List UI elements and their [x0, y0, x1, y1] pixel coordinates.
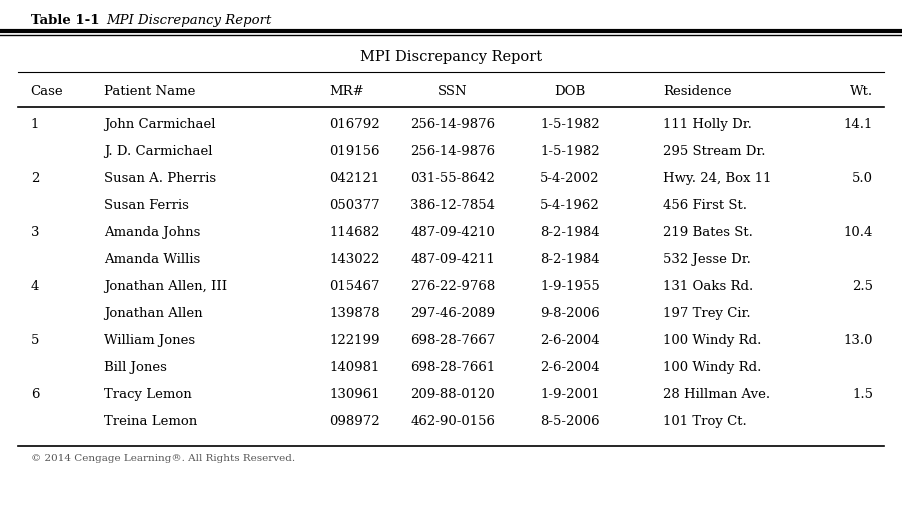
- Text: 698-28-7661: 698-28-7661: [410, 361, 495, 374]
- Text: 28 Hillman Ave.: 28 Hillman Ave.: [663, 388, 770, 401]
- Text: Residence: Residence: [663, 85, 732, 98]
- Text: 13.0: 13.0: [843, 334, 873, 347]
- Text: 2-6-2004: 2-6-2004: [540, 361, 600, 374]
- Text: 111 Holly Dr.: 111 Holly Dr.: [663, 118, 752, 131]
- Text: Amanda Willis: Amanda Willis: [104, 253, 200, 266]
- Text: 456 First St.: 456 First St.: [663, 199, 747, 212]
- Text: DOB: DOB: [555, 85, 585, 98]
- Text: MR#: MR#: [329, 85, 364, 98]
- Text: 140981: 140981: [329, 361, 380, 374]
- Text: 532 Jesse Dr.: 532 Jesse Dr.: [663, 253, 750, 266]
- Text: 256-14-9876: 256-14-9876: [410, 118, 495, 131]
- Text: Amanda Johns: Amanda Johns: [104, 226, 200, 239]
- Text: © 2014 Cengage Learning®. All Rights Reserved.: © 2014 Cengage Learning®. All Rights Res…: [31, 454, 295, 463]
- Text: 8-2-1984: 8-2-1984: [540, 226, 600, 239]
- Text: 114682: 114682: [329, 226, 380, 239]
- Text: 050377: 050377: [329, 199, 380, 212]
- Text: 9-8-2006: 9-8-2006: [540, 307, 600, 320]
- Text: 019156: 019156: [329, 145, 380, 158]
- Text: 1-9-2001: 1-9-2001: [540, 388, 600, 401]
- Text: SSN: SSN: [438, 85, 467, 98]
- Text: 1: 1: [31, 118, 39, 131]
- Text: 197 Trey Cir.: 197 Trey Cir.: [663, 307, 750, 320]
- Text: 1.5: 1.5: [852, 388, 873, 401]
- Text: 015467: 015467: [329, 280, 380, 293]
- Text: Table 1-1: Table 1-1: [31, 14, 99, 27]
- Text: William Jones: William Jones: [104, 334, 195, 347]
- Text: Jonathan Allen: Jonathan Allen: [104, 307, 202, 320]
- Text: 256-14-9876: 256-14-9876: [410, 145, 495, 158]
- Text: 276-22-9768: 276-22-9768: [410, 280, 495, 293]
- Text: Bill Jones: Bill Jones: [104, 361, 167, 374]
- Text: Case: Case: [31, 85, 63, 98]
- Text: 130961: 130961: [329, 388, 380, 401]
- Text: MPI Discrepancy Report: MPI Discrepancy Report: [106, 14, 272, 27]
- Text: 2-6-2004: 2-6-2004: [540, 334, 600, 347]
- Text: 122199: 122199: [329, 334, 380, 347]
- Text: 3: 3: [31, 226, 39, 239]
- Text: 031-55-8642: 031-55-8642: [410, 172, 495, 185]
- Text: 2.5: 2.5: [852, 280, 873, 293]
- Text: 100 Windy Rd.: 100 Windy Rd.: [663, 361, 761, 374]
- Text: 5-4-2002: 5-4-2002: [540, 172, 600, 185]
- Text: 8-5-2006: 8-5-2006: [540, 415, 600, 428]
- Text: 4: 4: [31, 280, 39, 293]
- Text: 487-09-4210: 487-09-4210: [410, 226, 495, 239]
- Text: 101 Troy Ct.: 101 Troy Ct.: [663, 415, 747, 428]
- Text: 14.1: 14.1: [843, 118, 873, 131]
- Text: Treina Lemon: Treina Lemon: [104, 415, 197, 428]
- Text: Tracy Lemon: Tracy Lemon: [104, 388, 191, 401]
- Text: 1-5-1982: 1-5-1982: [540, 118, 600, 131]
- Text: 209-88-0120: 209-88-0120: [410, 388, 495, 401]
- Text: 6: 6: [31, 388, 39, 401]
- Text: 1-5-1982: 1-5-1982: [540, 145, 600, 158]
- Text: J. D. Carmichael: J. D. Carmichael: [104, 145, 212, 158]
- Text: 487-09-4211: 487-09-4211: [410, 253, 495, 266]
- Text: 143022: 143022: [329, 253, 380, 266]
- Text: 100 Windy Rd.: 100 Windy Rd.: [663, 334, 761, 347]
- Text: Susan A. Pherris: Susan A. Pherris: [104, 172, 216, 185]
- Text: Patient Name: Patient Name: [104, 85, 195, 98]
- Text: 098972: 098972: [329, 415, 380, 428]
- Text: 131 Oaks Rd.: 131 Oaks Rd.: [663, 280, 753, 293]
- Text: 016792: 016792: [329, 118, 380, 131]
- Text: Wt.: Wt.: [850, 85, 873, 98]
- Text: 386-12-7854: 386-12-7854: [410, 199, 495, 212]
- Text: Hwy. 24, Box 11: Hwy. 24, Box 11: [663, 172, 771, 185]
- Text: 462-90-0156: 462-90-0156: [410, 415, 495, 428]
- Text: 5: 5: [31, 334, 39, 347]
- Text: 5-4-1962: 5-4-1962: [540, 199, 600, 212]
- Text: 219 Bates St.: 219 Bates St.: [663, 226, 753, 239]
- Text: 698-28-7667: 698-28-7667: [410, 334, 495, 347]
- Text: Susan Ferris: Susan Ferris: [104, 199, 189, 212]
- Text: John Carmichael: John Carmichael: [104, 118, 216, 131]
- Text: 139878: 139878: [329, 307, 380, 320]
- Text: MPI Discrepancy Report: MPI Discrepancy Report: [360, 50, 542, 64]
- Text: 8-2-1984: 8-2-1984: [540, 253, 600, 266]
- Text: Jonathan Allen, III: Jonathan Allen, III: [104, 280, 227, 293]
- Text: 2: 2: [31, 172, 39, 185]
- Text: 042121: 042121: [329, 172, 380, 185]
- Text: 295 Stream Dr.: 295 Stream Dr.: [663, 145, 766, 158]
- Text: 297-46-2089: 297-46-2089: [410, 307, 495, 320]
- Text: 1-9-1955: 1-9-1955: [540, 280, 600, 293]
- Text: 5.0: 5.0: [852, 172, 873, 185]
- Text: 10.4: 10.4: [843, 226, 873, 239]
